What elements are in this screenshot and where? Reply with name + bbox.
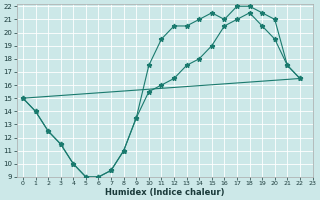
X-axis label: Humidex (Indice chaleur): Humidex (Indice chaleur) (105, 188, 224, 197)
